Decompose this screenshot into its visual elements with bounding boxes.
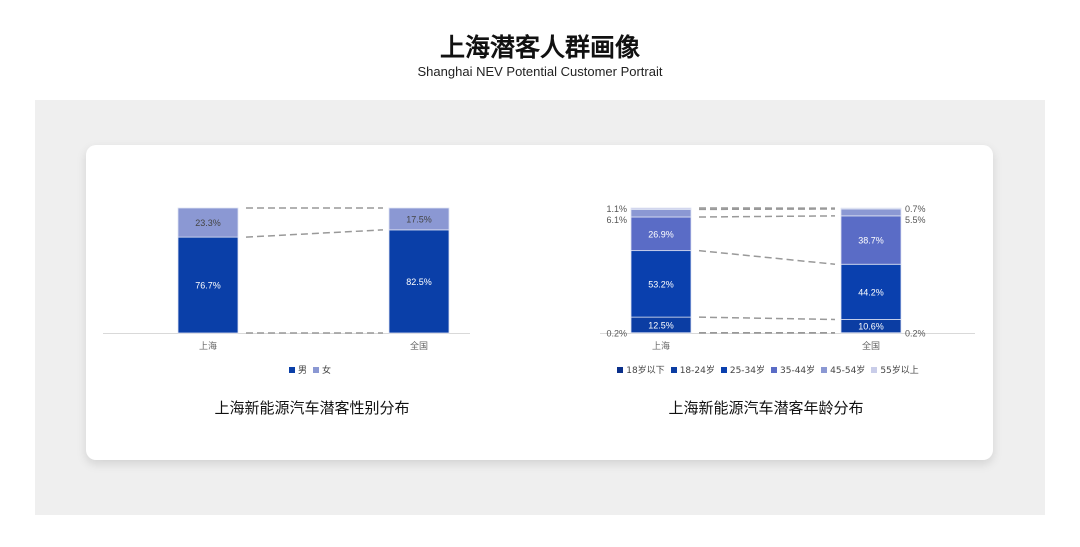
data-label: 23.3% (195, 218, 221, 228)
category-label: 全国 (410, 340, 428, 352)
data-label: 5.5% (905, 215, 926, 225)
legend-swatch (720, 366, 727, 373)
legend-label: 18-24岁 (679, 366, 715, 376)
page-title: 上海潜客人群画像 (439, 33, 640, 62)
legend-item: 18-24岁 (670, 363, 715, 376)
legend-swatch (670, 366, 677, 373)
data-label: 0.2% (905, 328, 926, 338)
age-chart-caption: 上海新能源汽车潜客年龄分布 (668, 399, 864, 417)
page-subtitle: Shanghai NEV Potential Customer Portrait (417, 64, 663, 79)
bar-segment-女 (388, 207, 450, 231)
gender-legend: 男女 (110, 363, 510, 376)
gender-chart: 76.7% 23.3% 上海 82.5% 17.5% 全国 (103, 207, 470, 352)
legend-item: 55岁以上 (871, 363, 919, 376)
data-label: 44.2% (858, 287, 884, 297)
data-label: 6.1% (606, 215, 627, 225)
category-label: 上海 (652, 340, 670, 352)
bar-segment-女 (177, 207, 239, 238)
legend-label: 女 (322, 366, 332, 376)
data-label: 26.9% (648, 229, 674, 239)
legend-item: 男 (288, 363, 307, 376)
bar-segment-25-34岁 (840, 263, 902, 320)
legend-swatch (288, 366, 295, 373)
data-label: 53.2% (648, 279, 674, 289)
bar-segment-55岁以上 (840, 207, 902, 210)
data-label: 76.7% (195, 281, 221, 291)
legend-label: 55岁以上 (880, 366, 919, 376)
legend-item: 45-54岁 (821, 363, 865, 376)
data-label: 0.7% (905, 204, 926, 214)
legend-label: 45-54岁 (830, 366, 866, 376)
bar-segment-男 (388, 229, 450, 334)
data-label: 38.7% (858, 236, 884, 246)
data-label: 12.5% (648, 320, 674, 330)
data-label: 82.5% (406, 277, 432, 287)
category-label: 全国 (862, 340, 880, 352)
category-label: 上海 (199, 340, 217, 352)
legend-swatch (313, 366, 319, 373)
connector-line (698, 215, 836, 218)
data-label: 10.6% (858, 322, 884, 332)
gender-chart-caption: 上海新能源汽车潜客性别分布 (214, 399, 410, 417)
legend-swatch (771, 366, 777, 373)
legend-item: 女 (313, 363, 331, 376)
legend-label: 18岁以下 (626, 366, 665, 376)
age-legend: 18岁以下 18-24岁 25-34岁 35-44岁 45-54岁 55岁以上 (568, 363, 968, 376)
bar-segment-45-54岁 (630, 208, 692, 218)
bar-segment-45-54岁 (840, 208, 902, 217)
legend-item: 25-34岁 (720, 363, 765, 376)
legend-label: 男 (297, 366, 307, 376)
legend-item: 18岁以下 (617, 363, 665, 376)
legend-swatch (617, 366, 624, 373)
data-label: 0.2% (606, 328, 627, 338)
bar-segment-25-34岁 (630, 250, 692, 318)
bar-segment-35-44岁 (840, 215, 902, 265)
data-label: 1.1% (606, 204, 627, 214)
legend-item: 35-44岁 (771, 363, 815, 376)
data-label: 17.5% (406, 214, 432, 224)
legend-swatch (871, 366, 878, 373)
connector-line (698, 316, 836, 321)
connector-line (245, 229, 384, 238)
legend-label: 35-44岁 (780, 366, 816, 376)
legend-label: 25-34岁 (729, 366, 765, 376)
connector-line (698, 249, 836, 265)
age-chart: 12.5% 53.2% 26.9% 1.1%6.1% 0.2% 上海 10.6% 44.2% 3… (600, 204, 975, 352)
bar-segment-55岁以上 (630, 207, 692, 210)
bar-segment-男 (177, 236, 239, 334)
legend-swatch (821, 366, 828, 373)
